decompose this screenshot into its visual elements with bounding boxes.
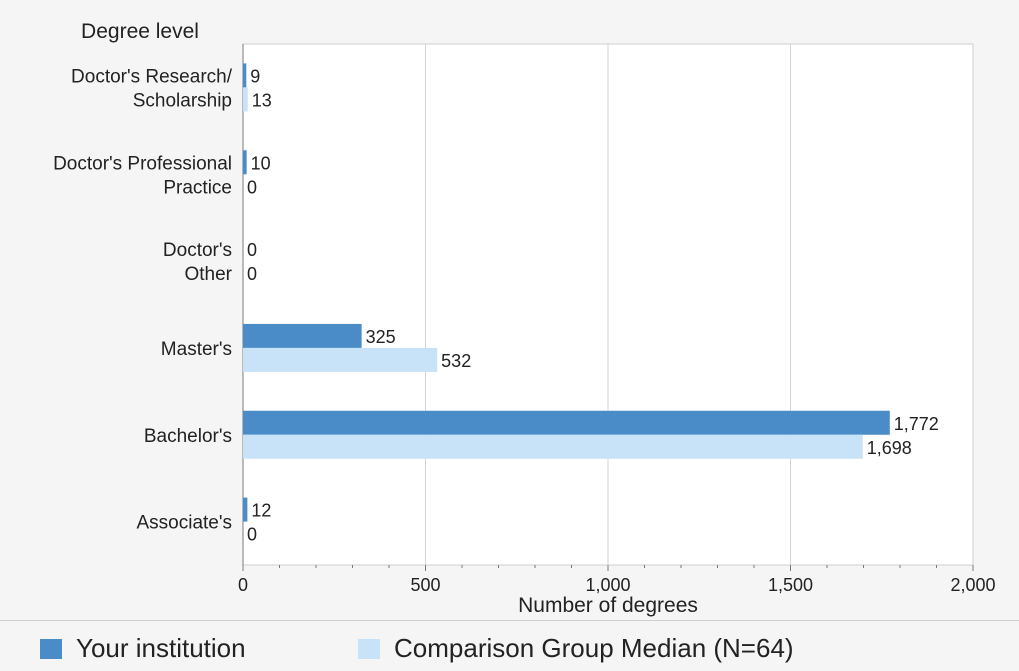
legend-swatch xyxy=(358,638,380,659)
data-label: 0 xyxy=(247,264,257,284)
data-labels: 9 13 10 0 0 0 325 532 1,772 1,698 12 0 xyxy=(247,66,939,544)
category-label: Doctor's Research/ xyxy=(71,66,233,87)
bars xyxy=(243,63,890,522)
legend-label: Comparison Group Median (N=64) xyxy=(394,633,794,663)
data-label: 0 xyxy=(247,177,257,197)
data-label: 9 xyxy=(250,66,260,86)
category-label: Doctor's xyxy=(163,240,232,261)
category-label: Bachelor's xyxy=(144,426,232,447)
x-axis-title: Number of degrees xyxy=(518,594,698,617)
category-label: Scholarship xyxy=(133,90,232,111)
data-label: 0 xyxy=(247,240,257,260)
bar xyxy=(243,87,248,112)
bar xyxy=(243,150,247,175)
category-label: Other xyxy=(184,264,232,285)
bar xyxy=(243,434,863,459)
bar-chart: Degree level Number of degrees 9 13 10 0 0 0 3… xyxy=(53,20,996,617)
data-label: 10 xyxy=(251,153,271,173)
y-axis-title: Degree level xyxy=(81,20,199,43)
data-label: 325 xyxy=(366,327,396,347)
legend: Your institution Comparison Group Median… xyxy=(0,620,1019,671)
x-tick-label: 500 xyxy=(410,575,440,595)
data-label: 12 xyxy=(251,501,271,521)
category-label: Associate's xyxy=(136,513,232,534)
data-label: 532 xyxy=(441,351,471,371)
data-label: 0 xyxy=(247,525,257,545)
data-label: 13 xyxy=(252,90,272,110)
legend-swatch xyxy=(40,638,62,659)
bar xyxy=(243,323,362,348)
category-label: Master's xyxy=(161,339,232,360)
bar xyxy=(243,410,890,435)
legend-item-your-institution: Your institution xyxy=(40,633,246,664)
x-tick-label: 0 xyxy=(238,575,248,595)
bar xyxy=(243,497,248,522)
legend-label: Your institution xyxy=(76,633,246,663)
x-tick-label: 2,000 xyxy=(950,575,995,595)
x-tick-label: 1,500 xyxy=(768,575,813,595)
category-label: Doctor's Professional xyxy=(53,153,232,174)
x-tick-label: 1,000 xyxy=(585,575,630,595)
category-labels: Doctor's Research/Scholarship Doctor's Pr… xyxy=(53,66,233,533)
data-label: 1,772 xyxy=(894,414,939,434)
bar xyxy=(243,63,247,88)
grid-lines xyxy=(242,44,974,571)
legend-item-comparison: Comparison Group Median (N=64) xyxy=(358,633,794,664)
x-tick-labels: 0 500 1,000 1,500 2,000 xyxy=(238,575,996,595)
data-label: 1,698 xyxy=(867,438,912,458)
bar xyxy=(243,347,438,372)
category-label: Practice xyxy=(163,177,232,198)
